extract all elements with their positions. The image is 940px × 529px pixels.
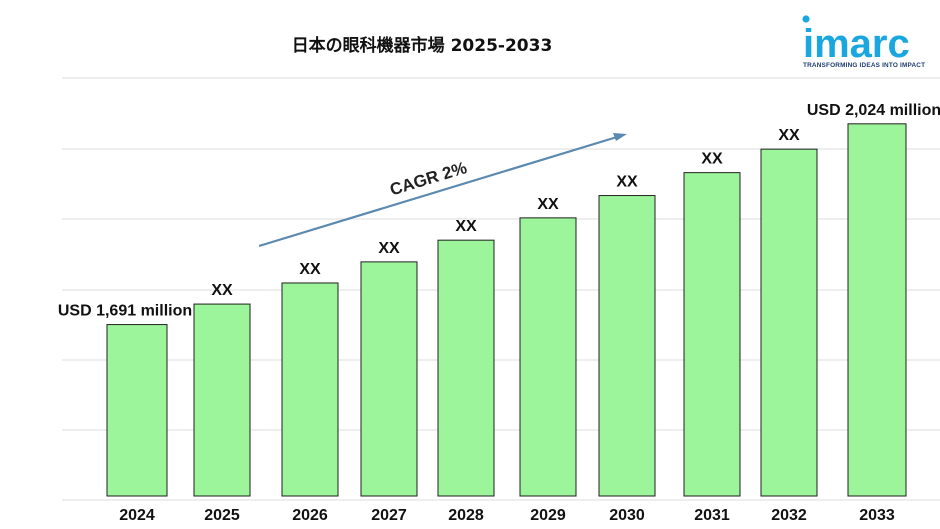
imarc-logo: imarc TRANSFORMING IDEAS INTO IMPACT <box>802 15 925 69</box>
data-label-2029: XX <box>537 196 559 213</box>
imarc-logo-tagline: TRANSFORMING IDEAS INTO IMPACT <box>803 62 925 69</box>
data-label-2031: XX <box>701 151 723 168</box>
cagr-arrow-head <box>613 133 627 141</box>
x-tick-2031: 2031 <box>694 507 730 524</box>
bar-2029 <box>519 217 577 497</box>
bar-2024 <box>106 324 168 497</box>
logo-dot-icon <box>802 15 810 23</box>
bar-2030 <box>598 195 656 497</box>
cagr-label: CAGR 2% <box>388 158 469 199</box>
chart-title: 日本の眼科機器市場 2025-2033 <box>292 35 553 56</box>
data-label-2025: XX <box>211 282 233 299</box>
data-label-2024: USD 1,691 million <box>58 303 192 320</box>
data-label-2032: XX <box>778 127 800 144</box>
bar-2033 <box>847 123 907 497</box>
data-label-2033: USD 2,024 million <box>807 102 940 119</box>
bar-2027 <box>360 261 418 497</box>
bar-2026 <box>281 282 339 497</box>
data-labels: USD 1,691 million XX XX XX XX XX XX XX XX USD 2,0… <box>58 102 940 320</box>
bar-2031 <box>683 172 741 497</box>
data-label-2026: XX <box>299 261 321 278</box>
x-tick-2029: 2029 <box>530 507 566 524</box>
data-label-2030: XX <box>616 174 638 191</box>
x-tick-2030: 2030 <box>609 507 645 524</box>
x-tick-2027: 2027 <box>371 507 407 524</box>
x-tick-2032: 2032 <box>771 507 807 524</box>
imarc-logo-word: imarc <box>803 22 910 66</box>
x-tick-2033: 2033 <box>859 507 895 524</box>
bars <box>106 123 907 497</box>
data-label-2028: XX <box>455 218 477 235</box>
x-tick-labels: 2024 2025 2026 2027 2028 2029 2030 2031 2032 2033 <box>119 507 895 524</box>
bar-2025 <box>193 303 251 497</box>
x-tick-2026: 2026 <box>292 507 328 524</box>
x-tick-2025: 2025 <box>204 507 240 524</box>
bar-2032 <box>760 148 818 497</box>
cagr-arrow-line <box>258 135 618 248</box>
imarc-logo-text: imarc <box>803 22 910 66</box>
bar-2028 <box>437 239 495 497</box>
x-tick-2024: 2024 <box>119 507 155 524</box>
x-tick-2028: 2028 <box>448 507 484 524</box>
data-label-2027: XX <box>378 240 400 257</box>
